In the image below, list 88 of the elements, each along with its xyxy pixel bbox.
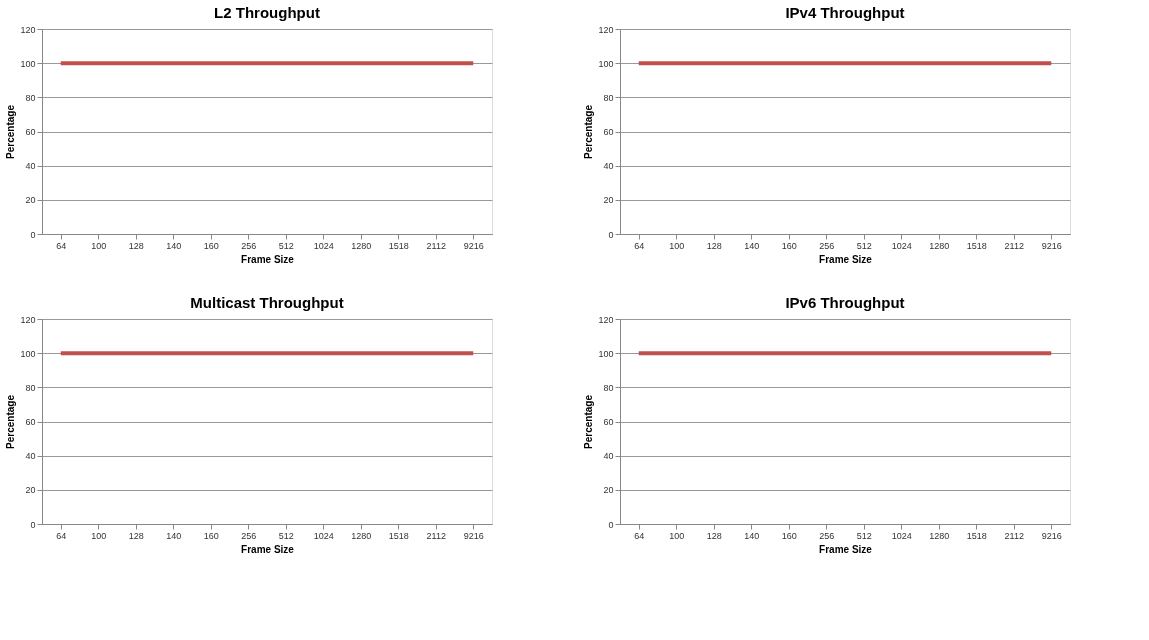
- x-tick-label: 256: [819, 240, 835, 251]
- x-tick-label: 256: [241, 240, 257, 251]
- x-tick-label: 9216: [1041, 530, 1062, 541]
- chart-title: Multicast Throughput: [190, 294, 344, 311]
- x-tick-label: 2112: [1004, 240, 1024, 251]
- y-tick-label: 80: [603, 382, 614, 393]
- y-tick-label: 20: [603, 195, 614, 206]
- y-tick-label: 0: [608, 229, 614, 240]
- chart-title: L2 Throughput: [214, 4, 320, 21]
- x-tick-label: 1518: [966, 240, 987, 251]
- x-tick-label: 1280: [351, 530, 372, 541]
- y-tick-label: 80: [25, 92, 36, 103]
- x-tick-label: 512: [278, 530, 294, 541]
- y-tick-label: 80: [25, 382, 36, 393]
- y-tick-label: 20: [25, 485, 36, 496]
- y-tick-label: 120: [598, 24, 614, 35]
- x-tick-label: 1024: [313, 530, 334, 541]
- y-tick-label: 40: [603, 451, 614, 462]
- x-tick-label: 1518: [388, 240, 409, 251]
- y-tick-label: 40: [603, 161, 614, 172]
- x-tick-label: 64: [56, 240, 67, 251]
- x-tick-label: 100: [91, 530, 107, 541]
- x-tick-label: 9216: [1041, 240, 1062, 251]
- x-tick-label: 64: [56, 530, 67, 541]
- x-tick-label: 1024: [891, 240, 912, 251]
- x-tick-label: 128: [128, 530, 144, 541]
- x-tick-label: 1518: [966, 530, 987, 541]
- x-tick-label: 64: [634, 530, 645, 541]
- x-tick-label: 1518: [388, 530, 409, 541]
- x-tick-label: 128: [128, 240, 144, 251]
- x-tick-label: 1024: [891, 530, 912, 541]
- y-tick-label: 20: [603, 485, 614, 496]
- y-tick-label: 120: [20, 314, 36, 325]
- x-tick-label: 160: [203, 530, 219, 541]
- x-tick-label: 100: [91, 240, 107, 251]
- y-axis-title: Percentage: [5, 394, 17, 449]
- x-axis-title: Frame Size: [241, 253, 295, 265]
- x-tick-label: 9216: [463, 240, 484, 251]
- x-tick-label: 100: [669, 530, 685, 541]
- y-axis-title: Percentage: [583, 394, 595, 449]
- x-tick-label: 512: [856, 240, 872, 251]
- y-tick-label: 60: [25, 417, 36, 427]
- x-tick-label: 9216: [463, 530, 484, 541]
- y-tick-label: 100: [20, 348, 36, 359]
- x-tick-label: 128: [706, 240, 722, 251]
- x-tick-label: 140: [744, 530, 760, 541]
- y-tick-label: 40: [25, 451, 36, 462]
- x-tick-label: 160: [203, 240, 219, 251]
- x-tick-label: 1280: [929, 240, 950, 251]
- x-tick-label: 2112: [426, 530, 446, 541]
- x-tick-label: 64: [634, 240, 645, 251]
- y-tick-label: 0: [608, 519, 614, 530]
- x-axis-title: Frame Size: [241, 543, 295, 555]
- y-tick-label: 120: [598, 314, 614, 325]
- y-tick-label: 40: [25, 161, 36, 172]
- y-tick-label: 100: [598, 58, 614, 69]
- x-tick-label: 140: [166, 530, 182, 541]
- y-tick-label: 0: [30, 519, 36, 530]
- y-tick-label: 60: [603, 127, 614, 137]
- x-tick-label: 100: [669, 240, 685, 251]
- y-tick-label: 20: [25, 195, 36, 206]
- chart-title: IPv4 Throughput: [785, 4, 905, 21]
- x-tick-label: 512: [856, 530, 872, 541]
- x-tick-label: 128: [706, 530, 722, 541]
- x-tick-label: 1024: [313, 240, 334, 251]
- x-tick-label: 2112: [426, 240, 446, 251]
- y-tick-label: 80: [603, 92, 614, 103]
- x-tick-label: 512: [278, 240, 294, 251]
- x-tick-label: 256: [819, 530, 835, 541]
- x-tick-label: 140: [744, 240, 760, 251]
- x-axis-title: Frame Size: [819, 253, 873, 265]
- x-tick-label: 256: [241, 530, 257, 541]
- x-tick-label: 1280: [929, 530, 950, 541]
- x-tick-label: 2112: [1004, 530, 1024, 541]
- y-tick-label: 100: [598, 348, 614, 359]
- y-tick-label: 100: [20, 58, 36, 69]
- y-tick-label: 60: [25, 127, 36, 137]
- y-tick-label: 60: [603, 417, 614, 427]
- y-tick-label: 0: [30, 229, 36, 240]
- x-tick-label: 160: [781, 240, 797, 251]
- x-tick-label: 140: [166, 240, 182, 251]
- x-axis-title: Frame Size: [819, 543, 873, 555]
- y-axis-title: Percentage: [5, 104, 17, 159]
- chart-title: IPv6 Throughput: [785, 294, 905, 311]
- x-tick-label: 160: [781, 530, 797, 541]
- x-tick-label: 1280: [351, 240, 372, 251]
- y-tick-label: 120: [20, 24, 36, 35]
- y-axis-title: Percentage: [583, 104, 595, 159]
